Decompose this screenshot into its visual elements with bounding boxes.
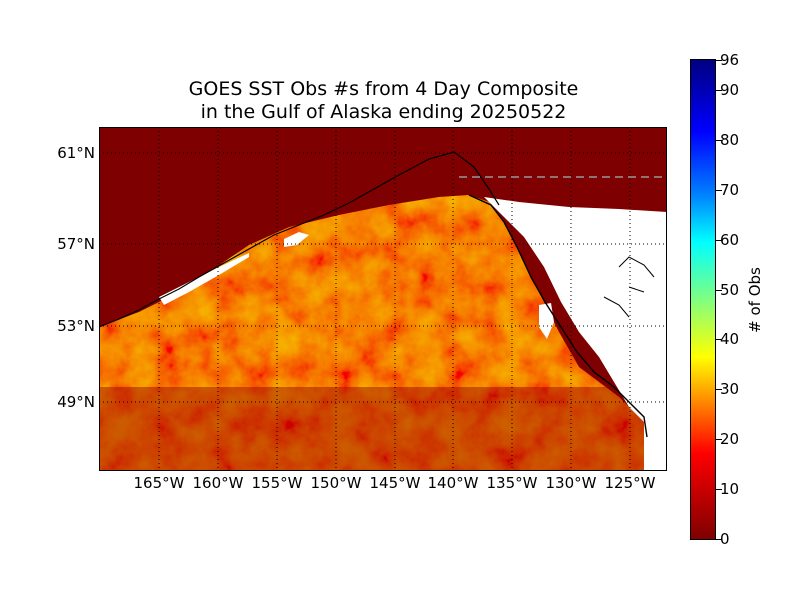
- lon-label-150: 150°W: [310, 474, 362, 492]
- colorbar-tick-label: 40: [720, 330, 740, 348]
- colorbar-tick-label: 90: [720, 81, 740, 99]
- land-canada: [484, 197, 667, 471]
- land-haida-gwaii: [539, 303, 554, 339]
- graticule: [99, 127, 667, 471]
- colorbar-tick-label: 10: [720, 480, 740, 498]
- colorbar-tick: [716, 290, 722, 291]
- lon-label-140: 140°W: [427, 474, 479, 492]
- coastline-bc: [468, 194, 648, 438]
- lon-label-130: 130°W: [545, 474, 597, 492]
- colorbar-tick: [716, 60, 722, 61]
- colorbar-tick-label: 20: [720, 430, 740, 448]
- colorbar-tick: [716, 539, 722, 540]
- colorbar-tick-label: 50: [720, 281, 740, 299]
- colorbar-tick: [716, 240, 722, 241]
- lon-label-155: 155°W: [251, 474, 303, 492]
- colorbar-tick-label: 70: [720, 181, 740, 199]
- map-area: [99, 127, 667, 471]
- land-alaska-peninsula: [159, 253, 249, 305]
- lat-label-53: 53°N: [57, 317, 95, 335]
- colorbar-tick-label: 30: [720, 380, 740, 398]
- colorbar-tick: [716, 90, 722, 91]
- colorbar-tick: [716, 489, 722, 490]
- colorbar-tick-label: 0: [720, 530, 730, 548]
- colorbar-tick: [716, 140, 722, 141]
- map-title-line1: GOES SST Obs #s from 4 Day Composite: [188, 78, 579, 100]
- colorbar-tick-label: 60: [720, 231, 740, 249]
- colorbar-tick-label: 80: [720, 131, 740, 149]
- lon-label-135: 135°W: [486, 474, 538, 492]
- lon-label-160: 160°W: [192, 474, 244, 492]
- lat-label-61: 61°N: [57, 144, 95, 162]
- map-title: GOES SST Obs #s from 4 Day Composite in …: [100, 78, 667, 124]
- lon-label-145: 145°W: [369, 474, 421, 492]
- land-island: [284, 232, 309, 247]
- colorbar-title: # of Obs: [746, 267, 764, 333]
- colorbar-tick: [716, 190, 722, 191]
- colorbar-tick: [716, 339, 722, 340]
- lat-label-49: 49°N: [57, 393, 95, 411]
- lon-label-125: 125°W: [604, 474, 656, 492]
- colorbar-tick-label: 96: [720, 51, 740, 69]
- coastline-inland: [603, 256, 655, 318]
- lat-label-57: 57°N: [57, 235, 95, 253]
- map-title-line2: in the Gulf of Alaska ending 20250522: [200, 101, 567, 123]
- lon-label-165: 165°W: [133, 474, 185, 492]
- colorbar: [690, 59, 716, 540]
- map-svg: [99, 127, 667, 471]
- colorbar-tick: [716, 389, 722, 390]
- colorbar-tick: [716, 439, 722, 440]
